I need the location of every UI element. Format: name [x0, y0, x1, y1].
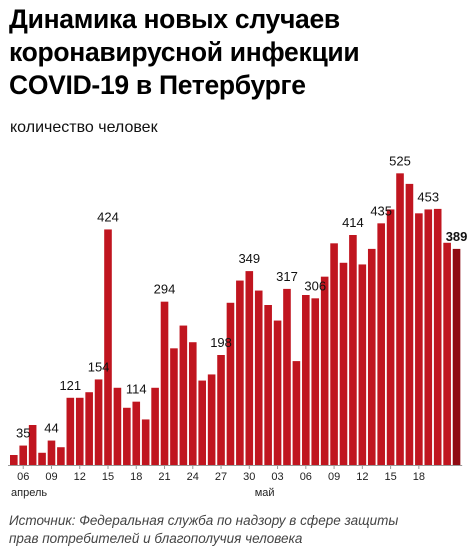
- data-label: 35: [16, 426, 30, 441]
- title-line-3: COVID-19 в Петербурге: [9, 70, 306, 100]
- source-line-2: прав потребителей и благополучия человек…: [9, 531, 303, 546]
- chart-bar: [113, 387, 122, 465]
- chart-bar: [28, 425, 37, 465]
- chart-bar: [302, 295, 310, 465]
- x-tick-label: 27: [215, 471, 227, 483]
- chart-bar: [367, 248, 376, 465]
- title-line-2: коронавирусной инфекции: [9, 37, 360, 67]
- chart-bar: [254, 290, 263, 465]
- x-tick-label: 24: [187, 471, 199, 483]
- chart-bar: [160, 301, 169, 465]
- chart-bar: [104, 229, 112, 465]
- data-label: 294: [154, 282, 176, 297]
- chart-bar: [170, 348, 178, 465]
- chart-bar: [10, 455, 18, 465]
- chart-title: Динамика новых случаев коронавирусной ин…: [9, 3, 464, 102]
- data-label: 306: [304, 278, 326, 293]
- chart-bar: [94, 379, 103, 465]
- chart-bar: [396, 173, 404, 465]
- source-line-1: Источник: Федеральная служба по надзору …: [9, 513, 399, 528]
- chart-bar: [38, 452, 46, 465]
- data-label: 154: [88, 359, 110, 374]
- chart-bar: [273, 320, 282, 465]
- chart-bar: [349, 235, 357, 465]
- chart-bar: [188, 342, 197, 465]
- chart-bar: [236, 280, 244, 465]
- chart-bar: [179, 325, 188, 465]
- x-tick-label: 18: [413, 471, 425, 483]
- chart-bar: [57, 447, 65, 465]
- chart-bar: [443, 242, 451, 465]
- x-tick-label: 15: [102, 471, 114, 483]
- chart-bar: [217, 355, 225, 465]
- data-label: 114: [126, 382, 147, 397]
- x-tick-label: 09: [45, 471, 57, 483]
- chart-bar: [283, 288, 291, 465]
- x-tick-label: 09: [328, 471, 340, 483]
- source-note: Источник: Федеральная служба по надзору …: [9, 512, 464, 548]
- chart-bar: [75, 397, 84, 465]
- data-label: 44: [44, 421, 58, 436]
- chart-bar: [415, 213, 423, 465]
- chart-bar: [358, 264, 367, 465]
- data-label: 435: [370, 203, 392, 218]
- chart-bar: [151, 387, 159, 465]
- chart-bar: [452, 248, 461, 465]
- data-label: 317: [276, 269, 298, 284]
- x-tick-label: 03: [271, 471, 283, 483]
- chart-bar: [339, 262, 348, 465]
- month-label: апрель: [11, 487, 47, 499]
- chart-bar: [85, 392, 93, 465]
- title-line-1: Динамика новых случаев: [9, 4, 340, 34]
- chart-bar: [405, 183, 414, 465]
- chart-bar: [386, 209, 395, 465]
- chart-bar: [424, 209, 433, 465]
- chart-bar: [47, 440, 56, 465]
- data-label: 453: [417, 189, 439, 204]
- x-tick-label: 30: [243, 471, 255, 483]
- chart-bar: [198, 380, 206, 465]
- chart-bar: [377, 223, 385, 465]
- data-label: 414: [342, 215, 364, 230]
- chart-bar: [292, 361, 301, 465]
- data-label: 198: [210, 335, 232, 350]
- chart-bar: [141, 419, 150, 465]
- month-label: май: [255, 487, 275, 499]
- chart-subtitle: количество человек: [10, 119, 158, 136]
- x-tick-label: 12: [74, 471, 86, 483]
- x-tick-label: 06: [17, 471, 29, 483]
- data-label: 424: [97, 209, 119, 224]
- chart-bar: [66, 397, 75, 465]
- chart-bar: [245, 271, 254, 465]
- chart-bar: [207, 374, 216, 465]
- data-label: 121: [59, 378, 81, 393]
- x-tick-label: 06: [300, 471, 312, 483]
- chart-bar: [264, 305, 272, 465]
- x-tick-label: 18: [130, 471, 142, 483]
- chart-bar: [132, 401, 141, 465]
- chart-bar: [433, 208, 442, 465]
- x-tick-label: 21: [158, 471, 170, 483]
- x-tick-label: 12: [356, 471, 368, 483]
- data-label: 349: [238, 251, 260, 266]
- data-label: 389: [446, 229, 468, 244]
- chart-bar: [320, 276, 329, 465]
- data-label: 525: [389, 153, 411, 168]
- chart-bar: [123, 407, 131, 465]
- chart-bar: [19, 445, 28, 465]
- chart-bar: [311, 298, 320, 465]
- bar-chart: 06 09 12 15 18 21 24 27 30 03 06 09 12 15 18 апрель май 3…: [8, 153, 468, 499]
- x-tick-label: 15: [384, 471, 396, 483]
- chart-bar: [330, 243, 338, 465]
- chart-bar: [226, 302, 235, 465]
